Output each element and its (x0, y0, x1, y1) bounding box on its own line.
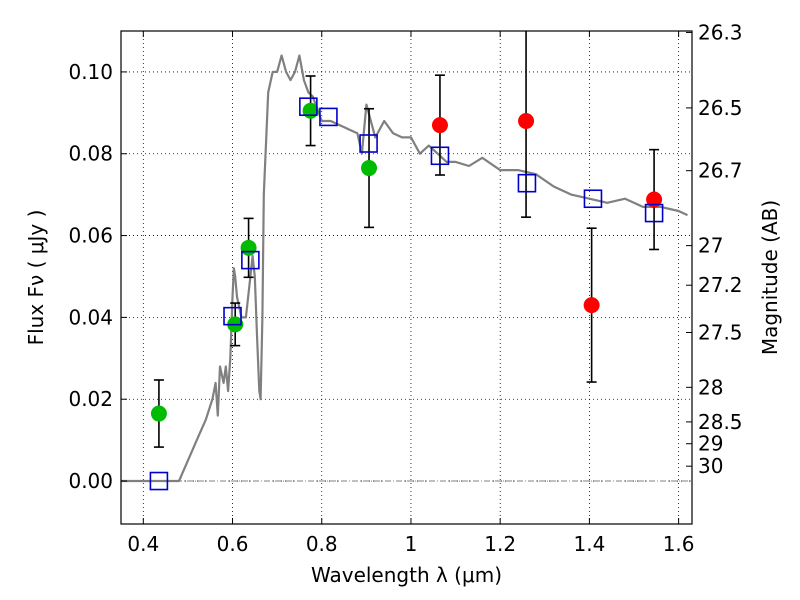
x-axis: 0.4 0.6 0.8 1 1.2 1.4 1.6 (127, 31, 695, 556)
red-data-point (518, 113, 535, 130)
mag-tick-label: 29 (698, 432, 723, 456)
y-tick-label: 0.10 (68, 60, 113, 84)
x-axis-label: Wavelength λ (μm) (311, 563, 502, 587)
x-tick-label: 1.6 (663, 532, 695, 556)
model-square-point (430, 146, 450, 166)
mag-tick-label: 27.2 (698, 273, 743, 297)
model-sed-line (121, 54, 688, 483)
y-tick-label: 0.04 (68, 305, 113, 329)
x-tick-label: 1.2 (484, 532, 516, 556)
grid (121, 31, 692, 524)
x-tick-label: 1 (405, 532, 418, 556)
red-data-point (431, 117, 448, 134)
green-data-point (240, 239, 257, 256)
plot-frame (120, 30, 693, 525)
mag-tick-label: 30 (698, 454, 723, 478)
model-sed (121, 54, 688, 483)
y-tick-label: 0.00 (68, 469, 113, 493)
mag-tick-label: 27 (698, 234, 723, 258)
mag-tick-label: 26.5 (698, 96, 743, 120)
error-bars (153, 31, 660, 448)
red-points (431, 113, 663, 314)
model-square-point (517, 173, 537, 193)
model-square-point (241, 250, 260, 270)
green-data-point (150, 405, 167, 422)
x-tick-label: 0.8 (306, 532, 338, 556)
mag-tick-label: 28 (698, 375, 723, 399)
green-data-point (361, 160, 378, 177)
y-axis-right-label: Magnitude (AB) (758, 200, 782, 355)
x-tick-label: 0.4 (127, 532, 159, 556)
model-square-point (299, 97, 318, 116)
x-tick-label: 1.4 (573, 532, 605, 556)
model-square-point (359, 134, 378, 153)
y-tick-label: 0.06 (68, 224, 113, 248)
mag-tick-label: 26.3 (698, 20, 743, 44)
mag-tick-label: 28.5 (698, 410, 743, 434)
y-tick-label: 0.02 (68, 387, 113, 411)
y-axis-label: Flux Fν ( μJy ) (24, 210, 48, 346)
mag-tick-label: 26.7 (698, 159, 743, 183)
model-square-point (149, 471, 169, 491)
model-square-point (223, 306, 242, 326)
mag-tick-label: 27.5 (698, 320, 743, 344)
x-tick-label: 0.6 (217, 532, 249, 556)
model-square-point (319, 107, 338, 127)
model-square-point (583, 189, 603, 209)
y-tick-label: 0.08 (68, 142, 113, 166)
model-square-point (644, 203, 664, 223)
y-axis-left: 0.00 0.02 0.04 0.06 0.08 0.10 (68, 60, 127, 493)
red-data-point (646, 191, 663, 208)
red-data-point (583, 297, 600, 314)
model-points (149, 97, 664, 491)
